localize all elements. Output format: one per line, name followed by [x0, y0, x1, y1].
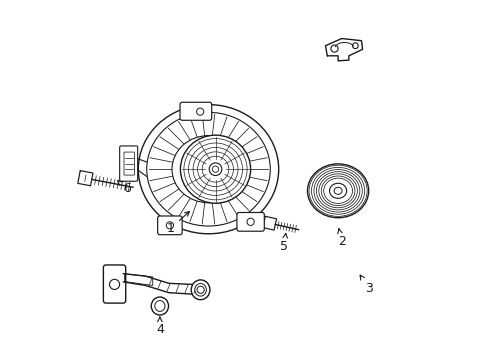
Circle shape [352, 43, 358, 49]
FancyBboxPatch shape [237, 212, 264, 231]
Text: 4: 4 [156, 317, 163, 336]
Polygon shape [325, 39, 362, 61]
Ellipse shape [329, 183, 346, 198]
Ellipse shape [155, 301, 164, 311]
Circle shape [197, 286, 204, 293]
Circle shape [109, 279, 120, 289]
Circle shape [246, 218, 254, 225]
Ellipse shape [307, 164, 368, 218]
Polygon shape [78, 171, 93, 186]
Text: 3: 3 [359, 275, 372, 294]
Text: 2: 2 [337, 229, 345, 248]
Circle shape [212, 166, 218, 172]
Circle shape [166, 222, 173, 229]
Circle shape [330, 45, 337, 52]
Polygon shape [262, 216, 276, 230]
Ellipse shape [333, 187, 342, 194]
Ellipse shape [151, 297, 168, 315]
FancyBboxPatch shape [120, 146, 138, 181]
Text: 1: 1 [166, 212, 189, 235]
Text: 5: 5 [280, 233, 287, 253]
Ellipse shape [138, 105, 278, 234]
Ellipse shape [172, 136, 244, 203]
Text: 6: 6 [118, 181, 131, 195]
Circle shape [196, 108, 203, 115]
FancyBboxPatch shape [157, 216, 182, 235]
Circle shape [209, 163, 222, 176]
Ellipse shape [146, 112, 270, 226]
Ellipse shape [194, 284, 206, 296]
Ellipse shape [191, 280, 209, 300]
FancyBboxPatch shape [180, 102, 211, 120]
FancyBboxPatch shape [103, 265, 125, 303]
Ellipse shape [180, 135, 250, 203]
